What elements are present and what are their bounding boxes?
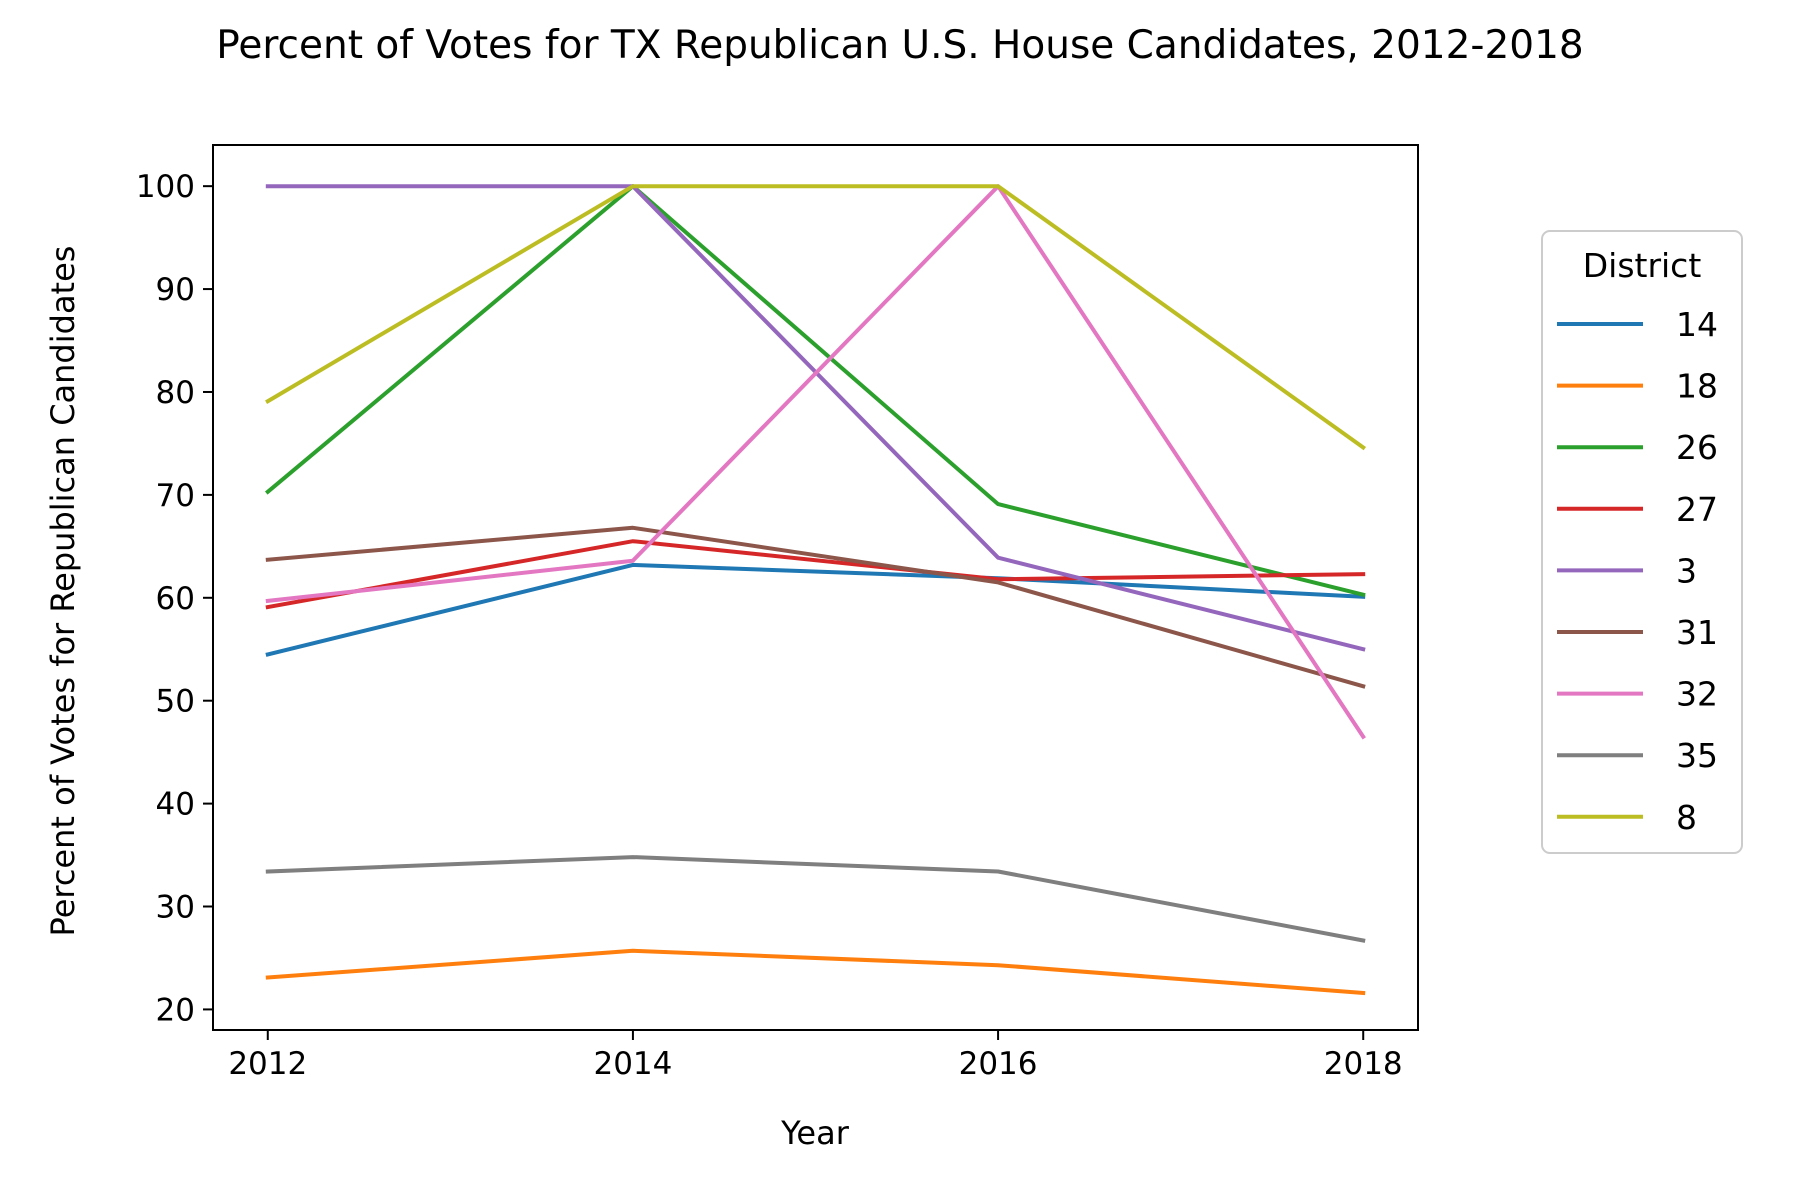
series-line-district-32 [265,184,1366,740]
y-axis: 20 30 40 50 60 70 80 90 100 [136,169,213,1028]
legend-label: 26 [1676,428,1718,467]
x-axis-label: Year [780,1114,850,1152]
legend-item-district-8: 8 [1557,798,1697,837]
series-line-district-35 [265,855,1366,943]
legend-label: 35 [1676,736,1718,775]
legend-label: 32 [1676,675,1718,714]
legend-title: District [1583,246,1702,285]
plot-frame [212,144,1419,1031]
legend-label: 27 [1676,490,1718,529]
legend-label: 14 [1676,305,1718,344]
legend-item-district-35: 35 [1557,736,1718,775]
y-tick-label: 90 [156,272,195,308]
legend-label: 31 [1676,613,1718,652]
x-axis: 2012 2014 2016 2018 [228,1030,1403,1082]
y-tick-label: 70 [156,478,195,514]
x-tick-label: 2016 [959,1046,1038,1082]
y-tick-label: 20 [156,992,195,1028]
series-line-district-26 [264,184,1366,598]
legend-item-district-26: 26 [1557,428,1718,467]
plot-area [212,144,1419,1031]
legend-item-district-31: 31 [1557,613,1718,652]
legend-label: 8 [1676,798,1697,837]
y-axis-label: Percent of Votes for Republican Candidat… [44,246,82,937]
x-tick-label: 2012 [228,1046,307,1082]
series-line-district-31 [265,525,1366,689]
y-tick-label: 50 [156,684,195,720]
legend-item-district-18: 18 [1557,367,1718,406]
y-tick-label: 40 [156,787,195,823]
legend-item-district-32: 32 [1557,675,1718,714]
series-line-district-3 [265,184,1366,652]
y-tick-label: 60 [156,581,195,617]
series-line-district-14 [265,562,1366,657]
legend: District 14 18 26 27 3 31 32 35 8 [1541,230,1743,854]
legend-item-district-14: 14 [1557,305,1718,344]
x-tick-label: 2018 [1324,1046,1403,1082]
legend-items: 14 18 26 27 3 31 32 35 8 [1557,305,1718,837]
legend-label: 3 [1676,551,1697,590]
legend-item-district-27: 27 [1557,490,1718,529]
legend-item-district-3: 3 [1557,551,1697,590]
y-tick-label: 80 [156,375,195,411]
legend-label: 18 [1676,367,1718,406]
series-line-district-18 [265,948,1366,996]
series-line-district-8 [265,184,1366,451]
y-tick-label: 30 [156,890,195,926]
y-tick-label: 100 [136,169,195,205]
chart-title: Percent of Votes for TX Republican U.S. … [216,23,1583,68]
series-line-district-27 [265,539,1366,610]
x-tick-label: 2014 [593,1046,672,1082]
